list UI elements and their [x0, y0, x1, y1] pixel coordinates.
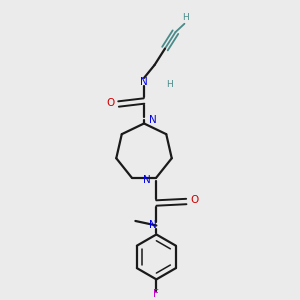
Text: N: N [149, 116, 157, 125]
Text: O: O [190, 195, 199, 205]
Text: N: N [140, 76, 148, 86]
Text: F: F [153, 289, 159, 299]
Text: O: O [106, 98, 114, 107]
Text: H: H [166, 80, 173, 89]
Text: N: N [143, 175, 151, 185]
Text: N: N [149, 220, 157, 230]
Text: H: H [183, 13, 189, 22]
